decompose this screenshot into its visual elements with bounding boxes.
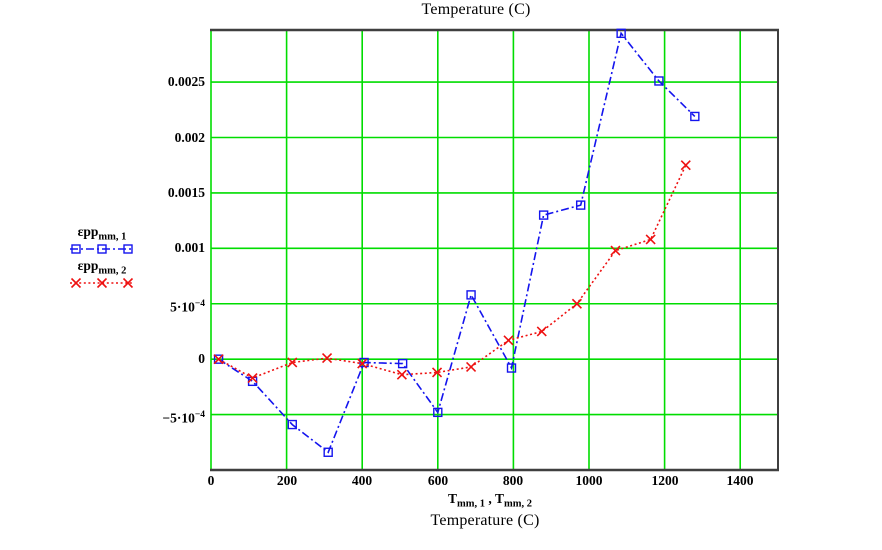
series-2-marker bbox=[465, 361, 477, 372]
legend-sample-marker bbox=[122, 277, 134, 289]
x-tick-label: 1200 bbox=[651, 473, 679, 488]
series-1-marker bbox=[433, 407, 443, 418]
legend-sample-marker bbox=[70, 277, 82, 289]
series-2-line bbox=[218, 164, 687, 379]
legend-sample-marker bbox=[123, 244, 133, 254]
legend-item-series1: εppmm, 1 bbox=[56, 224, 148, 256]
x-tick-label: 400 bbox=[351, 473, 373, 488]
variable-subscript: mm, 1 bbox=[457, 498, 486, 510]
legend-sample-marker bbox=[71, 244, 81, 254]
series-2-marker bbox=[503, 335, 514, 346]
legend-label-series1: εppmm, 1 bbox=[56, 224, 148, 243]
plot-title: Temperature (C) bbox=[421, 1, 531, 18]
y-tick-label: 0.0025 bbox=[167, 74, 205, 89]
series-2-marker bbox=[396, 369, 407, 380]
y-tick-label: −5·10−4 bbox=[162, 410, 205, 426]
legend-item-series2: εppmm, 2 bbox=[56, 258, 148, 290]
y-tick-label: 0.001 bbox=[174, 240, 205, 255]
variable-base: T bbox=[448, 491, 458, 506]
variable-subscript: mm, 2 bbox=[98, 265, 127, 277]
y-tick-label: 0.002 bbox=[174, 130, 205, 145]
series-2-marker bbox=[536, 326, 547, 337]
variable-base: εpp bbox=[77, 224, 99, 239]
series-1-line bbox=[218, 31, 696, 454]
y-tick-label: 5·10−4 bbox=[170, 299, 205, 315]
series-2-marker bbox=[357, 358, 368, 369]
variable-base: T bbox=[494, 491, 504, 506]
legend-sample-marker bbox=[96, 277, 108, 289]
x-tick-label: 0 bbox=[207, 473, 215, 488]
series-2-marker bbox=[431, 367, 443, 378]
x-tick-label: 1000 bbox=[575, 473, 603, 488]
series-1-marker bbox=[654, 76, 664, 86]
variable-base: εpp bbox=[77, 258, 99, 273]
x-tick-label: 600 bbox=[427, 473, 449, 488]
y-tick-label: 0 bbox=[198, 351, 205, 366]
series-1-marker bbox=[575, 200, 586, 210]
variable-subscript: mm, 2 bbox=[503, 498, 532, 510]
legend-sample-series2-line-icon bbox=[70, 277, 134, 289]
series-2-marker bbox=[571, 298, 582, 309]
x-tick-label: 1400 bbox=[726, 473, 754, 488]
legend: εppmm, 1 εppmm, 2 bbox=[56, 224, 148, 292]
series-1-marker bbox=[323, 447, 333, 457]
series-1-marker bbox=[287, 419, 297, 430]
series-1-marker bbox=[616, 28, 626, 39]
y-tick-label: 0.0015 bbox=[167, 185, 205, 200]
x-tick-label: 200 bbox=[276, 473, 298, 488]
legend-label-series2: εppmm, 2 bbox=[56, 258, 148, 277]
series-2-marker bbox=[610, 245, 621, 256]
x-axis-variable-label: Tmm, 1 , Tmm, 2 bbox=[448, 491, 532, 510]
series-1-marker bbox=[213, 354, 224, 364]
legend-sample-marker bbox=[97, 244, 107, 254]
series-2-marker bbox=[321, 352, 333, 364]
series-1-marker bbox=[397, 358, 408, 369]
series-2-marker bbox=[287, 357, 298, 368]
series-1-marker bbox=[506, 363, 517, 373]
series-2-marker bbox=[680, 160, 691, 171]
x-axis-unit-label: Temperature (C) bbox=[430, 512, 540, 529]
series-2-marker bbox=[213, 354, 224, 365]
series-2-marker bbox=[247, 372, 258, 384]
series-1-marker bbox=[690, 111, 700, 122]
series-1-marker bbox=[538, 210, 549, 220]
series-1-marker bbox=[466, 290, 476, 300]
series-2-marker bbox=[645, 234, 656, 245]
variable-subscript: mm, 1 bbox=[98, 231, 127, 243]
x-tick-label: 800 bbox=[502, 473, 524, 488]
legend-sample-series1-line-icon bbox=[70, 244, 134, 254]
